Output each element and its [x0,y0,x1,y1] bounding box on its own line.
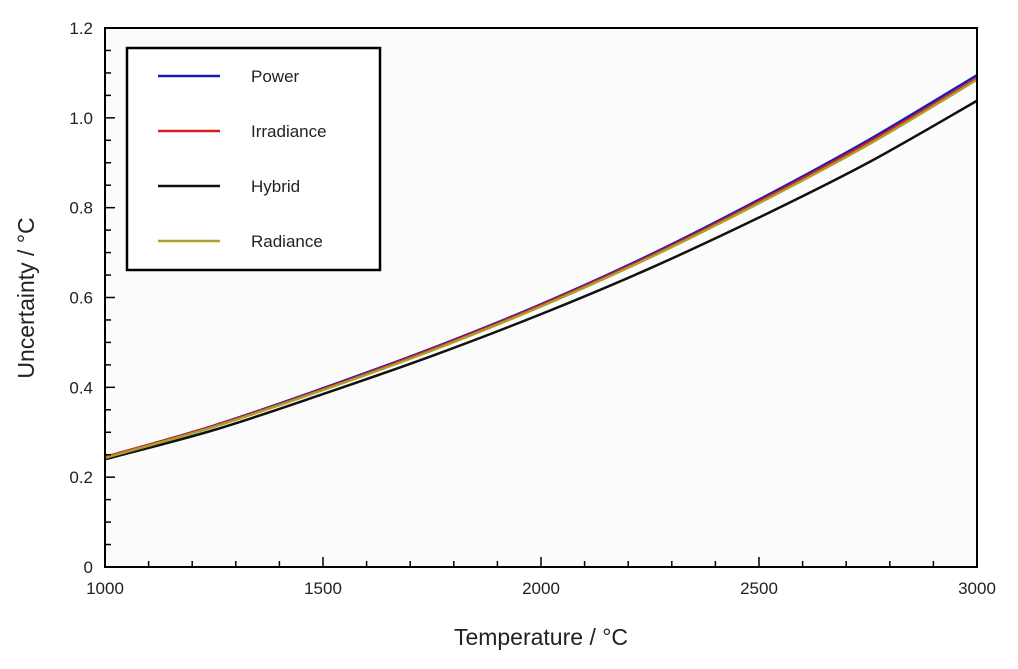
legend-label: Irradiance [251,122,327,141]
y-tick-label: 0.2 [69,468,93,487]
y-tick-label: 0.8 [69,199,93,218]
series-layer [104,74,978,461]
y-tick-label: 1.2 [69,19,93,38]
y-tick-label: 0.6 [69,289,93,308]
legend: Power Irradiance Hybrid Radiance [125,46,382,272]
y-tick-label: 0 [84,558,93,577]
y-tick-label: 0.4 [69,378,93,397]
x-tick-label: 1500 [304,579,342,598]
x-tick-label: 3000 [958,579,996,598]
series-line-3 [104,78,978,460]
y-axis-title: Uncertainty / °C [13,217,39,378]
x-tick-label: 2000 [522,579,560,598]
legend-label: Hybrid [251,177,300,196]
legend-box [125,46,382,272]
series-line-2 [104,99,978,461]
y-tick-label: 1.0 [69,109,93,128]
x-tick-label: 1000 [86,579,124,598]
legend-label: Power [251,67,300,86]
legend-label: Radiance [251,232,323,251]
x-tick-label: 2500 [740,579,778,598]
tick-layer: 1000 1500 2000 2500 3000 0 0.2 0.4 0.6 0.8 1.0 1.2 [69,19,996,598]
x-axis-title: Temperature / °C [454,624,628,650]
